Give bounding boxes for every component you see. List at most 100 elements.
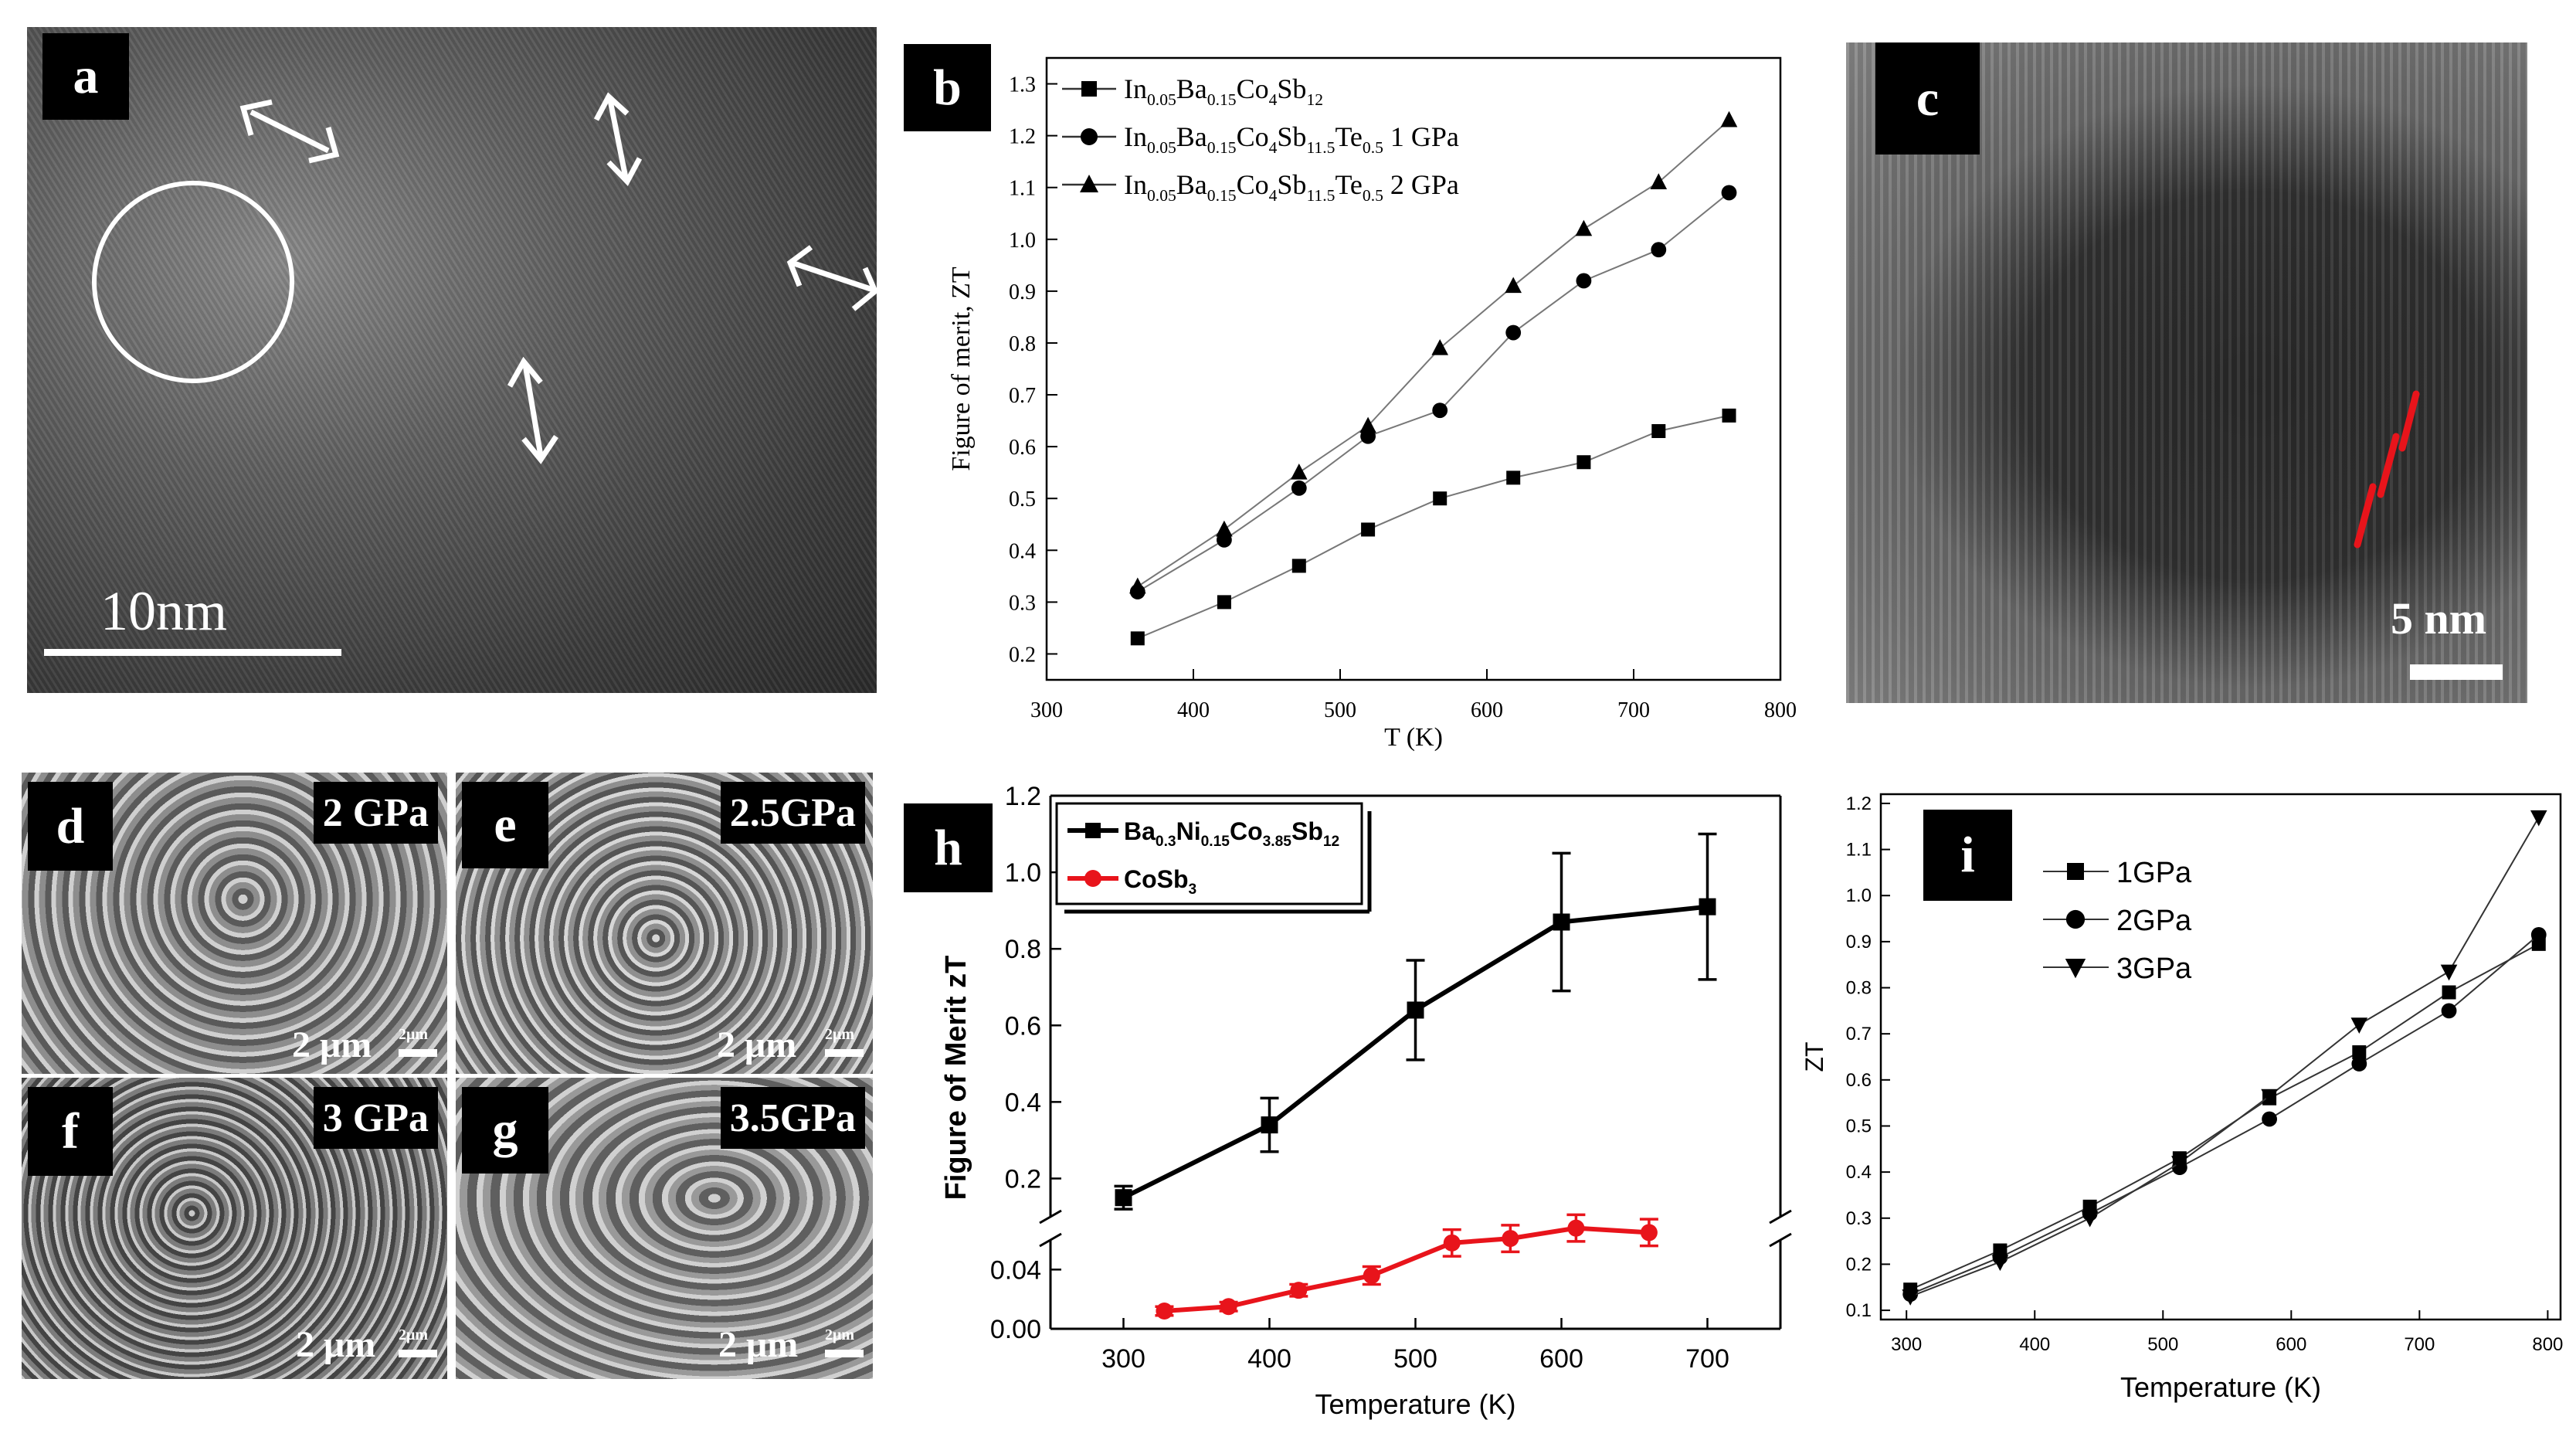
y-tick-label: 0.6 [1005, 1011, 1041, 1041]
data-point-square [2442, 985, 2456, 1000]
x-tick-label: 700 [1617, 698, 1650, 722]
legend-label: Ba0.3Ni0.15Co3.85Sb12 [1124, 817, 1339, 850]
y-tick-label: 0.8 [1009, 332, 1036, 356]
y-tick-label: 0.4 [1846, 1162, 1872, 1183]
series-line-triangle-down [1909, 817, 2540, 1298]
data-point-circle [1567, 1219, 1585, 1237]
legend-marker-triangle [1080, 175, 1098, 192]
x-tick-label: 300 [1891, 1334, 1922, 1355]
panel-c-label: c [1875, 42, 1980, 155]
panel-d-pressure: 2 GPa [313, 782, 438, 844]
data-point-triangle-down [2171, 1156, 2188, 1172]
y-tick-label: 1.2 [1846, 793, 1872, 814]
x-tick-label: 500 [2147, 1334, 2178, 1355]
lattice-marker [2354, 390, 2420, 549]
panel-e-scale-text: 2 μm [717, 1024, 797, 1065]
double-arrow-icon [786, 245, 877, 311]
x-tick-label: 300 [1101, 1344, 1145, 1374]
panel-h-chart: 300 400 500 600 700 0.2 0.4 0.6 0.8 1.0 1.2 0.00 0.0… [940, 782, 1792, 1420]
data-point-circle [1505, 324, 1522, 341]
legend-marker-square [1081, 81, 1097, 97]
data-point-circle [1640, 1224, 1658, 1241]
y-axis-label: Figure of merit, ZT [947, 267, 976, 471]
series-line-square [1909, 943, 2540, 1291]
axis-break-mark [1769, 1209, 1792, 1225]
y-tick-label: 0.1 [1846, 1300, 1872, 1321]
double-arrow-icon [593, 92, 643, 186]
x-tick-label: 600 [2276, 1334, 2306, 1355]
y-tick-label: 0.7 [1846, 1024, 1872, 1044]
panel-c-tem-image: c 5 nm [1846, 42, 2527, 703]
x-axis-label: Temperature (K) [1315, 1388, 1515, 1420]
double-arrow-icon [239, 99, 340, 164]
data-point-triangle [1359, 416, 1376, 433]
data-point-circle [1502, 1230, 1519, 1248]
plot-frame [1045, 56, 1782, 681]
panel-e-pressure: 2.5GPa [720, 782, 865, 844]
panel-i-chart: 300 400 500 600 700 800 0.1 0.2 0.3 0.4 0.5 0.6 0.7 0… [1800, 793, 2563, 1403]
y-tick-label: 1.2 [1005, 782, 1041, 811]
y-tick-label: 1.0 [1009, 229, 1036, 253]
y-tick-label: 0.2 [1009, 643, 1036, 667]
data-point-triangle [1216, 520, 1233, 537]
y-tick-label: 1.1 [1009, 177, 1036, 201]
data-point-square [1699, 898, 1716, 915]
data-point-triangle [1720, 110, 1738, 127]
data-point-triangle-down [2530, 810, 2547, 827]
data-point-circle [2441, 1003, 2457, 1019]
panel-f-label: f [28, 1087, 113, 1176]
y-tick-label: 1.1 [1846, 840, 1872, 861]
data-point-square [1553, 913, 1570, 931]
panel-a-tem-image: a 10nm [27, 27, 877, 693]
axis-break-mark [1769, 1232, 1792, 1248]
panel-d-scale-text: 2 μm [292, 1024, 372, 1065]
data-point-circle [1220, 1298, 1237, 1316]
y-tick-label: 0.7 [1009, 384, 1036, 408]
data-point-square [1407, 1001, 1424, 1019]
panel-h-label: h [904, 803, 993, 892]
panel-g-scale-bar [825, 1350, 864, 1357]
data-point-triangle-down [2261, 1089, 2278, 1106]
data-point-square [1291, 559, 1306, 573]
panel-g-label: g [462, 1087, 548, 1174]
data-point-circle [1156, 1303, 1173, 1320]
legend-label: In0.05Ba0.15Co4Sb11.5Te0.5 2 GPa [1124, 169, 1459, 205]
y-tick-label: 0.8 [1005, 935, 1041, 964]
data-point-square [1722, 408, 1736, 423]
legend-label: In0.05Ba0.15Co4Sb11.5Te0.5 1 GPa [1124, 121, 1459, 157]
x-tick-label: 700 [2404, 1334, 2435, 1355]
x-axis-label: T (K) [1384, 723, 1443, 752]
legend-label: CoSb3 [1124, 865, 1196, 898]
panel-e-label: e [462, 782, 548, 868]
data-point-circle [1432, 403, 1448, 419]
data-point-triangle-down [2440, 964, 2458, 981]
panel-b-label: b [904, 44, 991, 131]
data-point-square [1361, 522, 1376, 537]
panel-b-chart: 300 400 500 600 700 800 0.2 0.3 0.4 0.5 0.6 0.7 0.8 0… [947, 56, 1797, 752]
legend-label: 3GPa [2116, 953, 2192, 985]
y-axis-label: Figure of Merit zT [940, 956, 972, 1201]
data-point-circle [1721, 185, 1737, 201]
panel-g-scale-text: 2 μm [718, 1324, 799, 1365]
y-tick-label: 1.3 [1009, 73, 1036, 97]
axis-break-mark [1039, 1209, 1062, 1225]
x-tick-label: 600 [1471, 698, 1503, 722]
x-tick-label: 400 [1177, 698, 1210, 722]
y-tick-label: 0.3 [1846, 1208, 1872, 1229]
y-tick-label: 0.04 [990, 1255, 1041, 1285]
y-tick-label: 0.5 [1846, 1116, 1872, 1136]
panel-e-mini-scale: 2μm [825, 1026, 854, 1043]
panel-f-mini-scale: 2μm [399, 1326, 428, 1343]
data-point-triangle [1505, 277, 1522, 294]
x-tick-label: 300 [1030, 698, 1063, 722]
panel-f-scale-text: 2 μm [296, 1324, 376, 1365]
data-point-square [1115, 1189, 1132, 1207]
y-tick-label: 1.2 [1009, 125, 1036, 149]
y-tick-label: 0.9 [1009, 280, 1036, 304]
data-point-square [1506, 470, 1521, 485]
data-point-square [1651, 424, 1666, 438]
x-tick-label: 600 [1539, 1344, 1583, 1374]
data-point-square [1217, 595, 1231, 610]
data-point-square [1130, 631, 1145, 646]
panel-d-label: d [28, 782, 113, 871]
